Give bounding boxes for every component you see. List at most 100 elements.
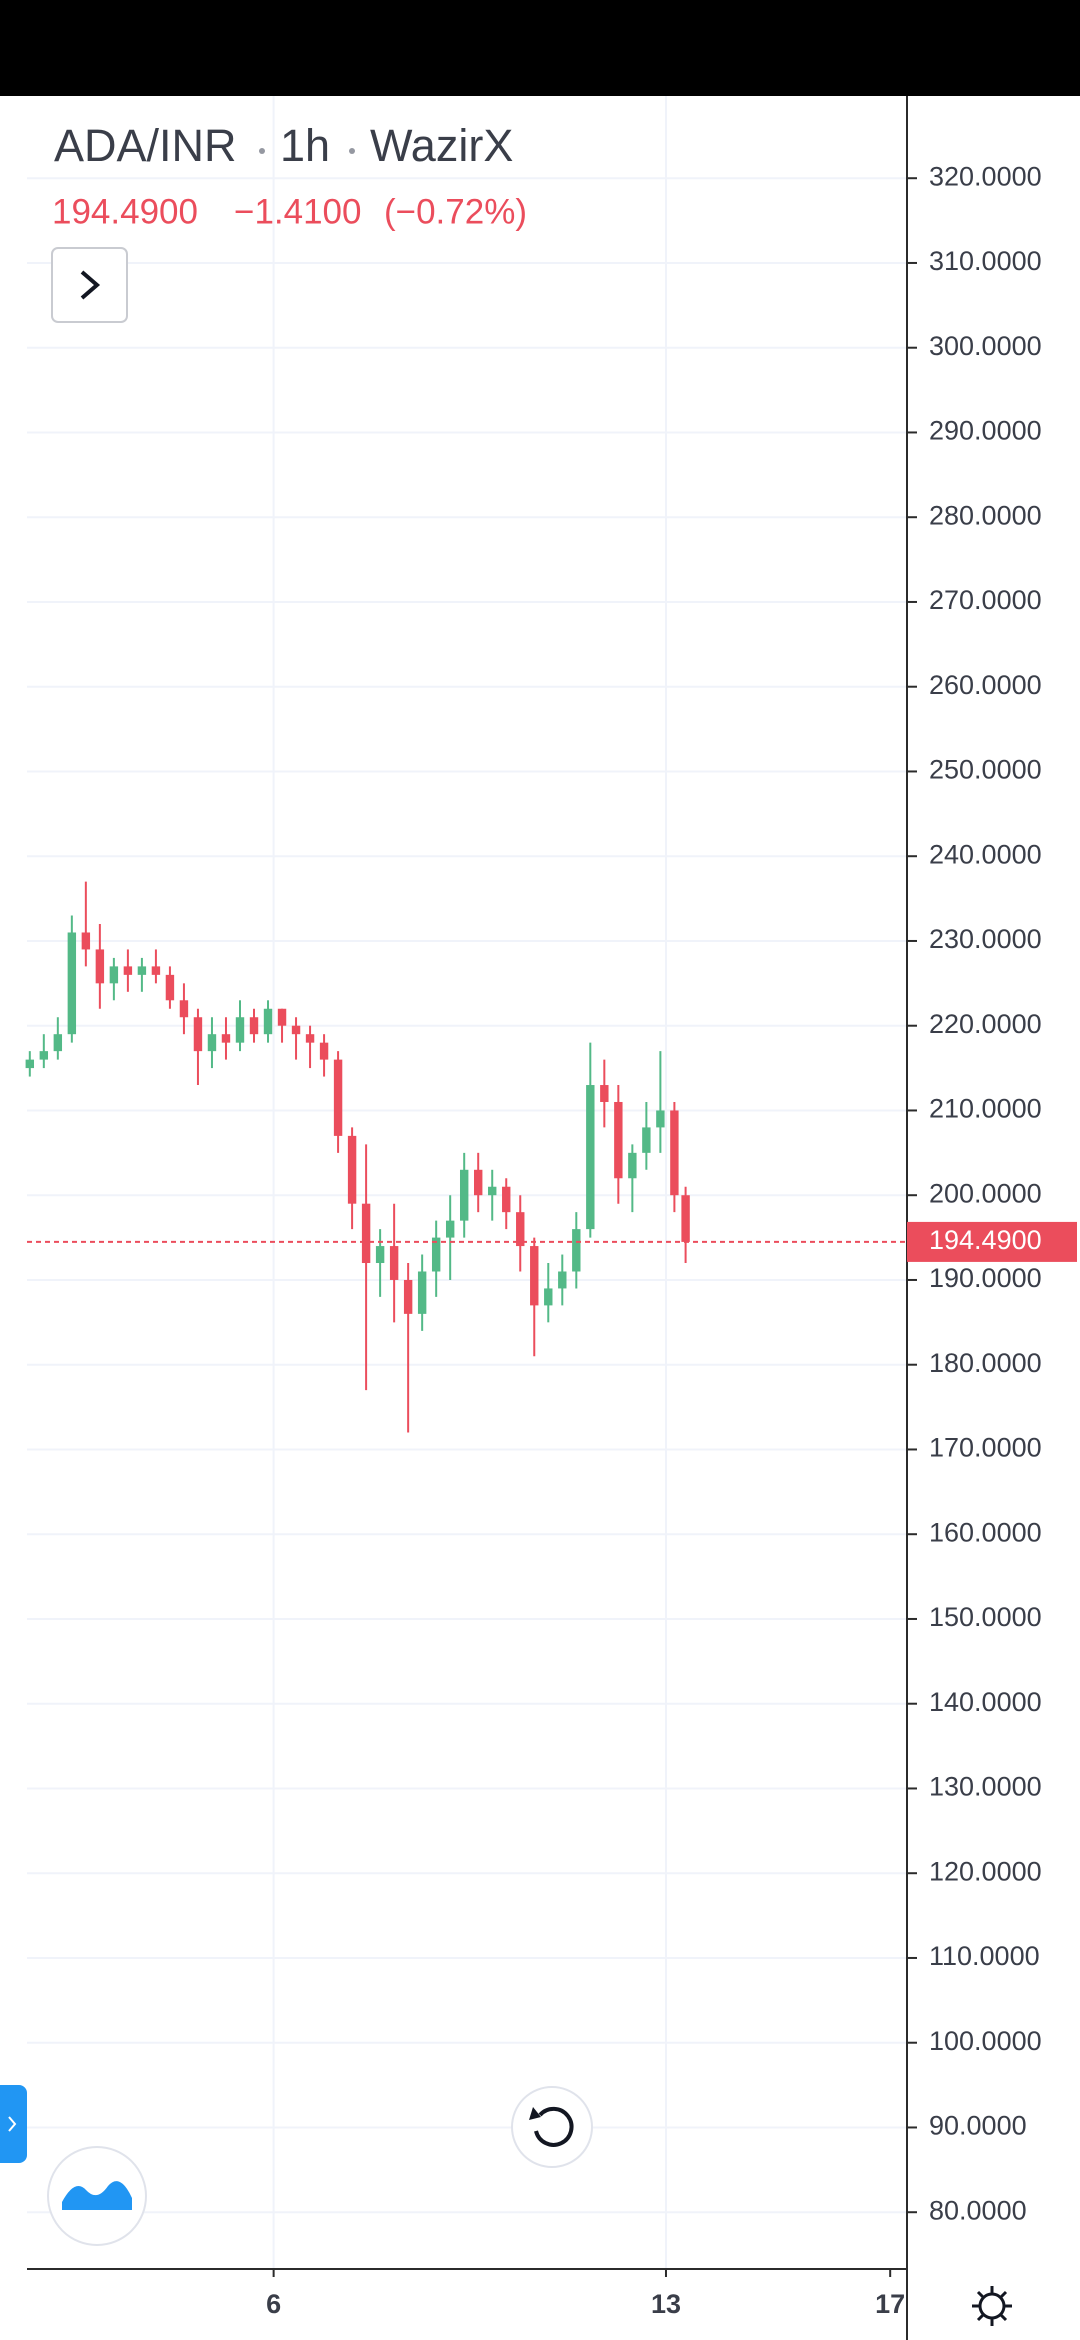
candle-body: [572, 1229, 581, 1272]
candle-body: [600, 1085, 609, 1102]
y-tick-label: 260.0000: [929, 670, 1042, 700]
settings-rays: [972, 2286, 1012, 2326]
y-tick-label: 170.0000: [929, 1433, 1042, 1463]
candle-body: [375, 1246, 385, 1264]
x-tick-label: 17: [875, 2289, 905, 2319]
candle-body: [319, 1042, 329, 1060]
candle-body: [249, 1017, 259, 1035]
x-tick-label: 13: [651, 2289, 681, 2319]
separator: [259, 148, 265, 154]
y-tick-label: 130.0000: [929, 1772, 1042, 1802]
y-tick-label: 100.0000: [929, 2026, 1042, 2056]
last-price-tag: [907, 1221, 1077, 1262]
y-tick-label: 270.0000: [929, 585, 1042, 615]
candle-body: [39, 1051, 49, 1060]
last-price: 194.4900: [52, 192, 198, 231]
candle-body: [165, 974, 175, 1001]
candle-body: [488, 1186, 497, 1196]
candle-body: [544, 1288, 553, 1306]
symbol: ADA/INR: [54, 120, 237, 171]
y-tick-label: 320.0000: [929, 161, 1042, 191]
price-change-pct: (−0.72%): [384, 192, 527, 231]
candle-body: [151, 966, 161, 975]
y-tick-label: 310.0000: [929, 246, 1042, 276]
logo-icon: [62, 2181, 132, 2210]
candle-body: [277, 1008, 287, 1026]
y-tick-label: 210.0000: [929, 1094, 1042, 1124]
chevron-icon: [80, 270, 101, 300]
candle-body: [502, 1186, 511, 1213]
y-tick-label: 160.0000: [929, 1517, 1042, 1547]
candle-body: [681, 1195, 690, 1242]
candle-body: [389, 1246, 399, 1280]
y-tick-label: 290.0000: [929, 416, 1042, 446]
y-tick-label: 180.0000: [929, 1348, 1042, 1378]
candle-body: [305, 1034, 315, 1043]
candle-body: [109, 966, 119, 984]
logo-button[interactable]: [47, 2146, 147, 2246]
candle-body: [474, 1169, 483, 1196]
candle-body: [417, 1271, 427, 1314]
candle-body: [558, 1271, 567, 1289]
candle-body: [263, 1008, 273, 1035]
candle-body: [403, 1279, 413, 1314]
candle-body: [137, 966, 147, 975]
candle-body: [431, 1237, 441, 1272]
candles: [25, 881, 907, 1433]
axes: 320.0000 310.0000 300.0000 290.0000 280.0000…: [266, 161, 1077, 2319]
settings-icon: [978, 2292, 1006, 2320]
reset-button[interactable]: [511, 2086, 593, 2168]
y-tick-label: 280.0000: [929, 500, 1042, 530]
candle-body: [221, 1034, 231, 1043]
y-tick-label: 190.0000: [929, 1263, 1042, 1293]
candle-body: [445, 1220, 455, 1238]
candle-body: [516, 1212, 525, 1247]
candle-body: [123, 966, 133, 975]
candle-body: [179, 1000, 189, 1018]
y-tick-label: 80.0000: [929, 2195, 1027, 2225]
side-tab[interactable]: [0, 2085, 27, 2163]
candle-body: [95, 949, 105, 984]
candle-body: [207, 1034, 217, 1052]
status-bar: [0, 0, 1080, 96]
candle-body: [291, 1025, 301, 1035]
candle-body: [347, 1135, 357, 1204]
settings-button[interactable]: [972, 2286, 1012, 2326]
exchange: WazirX: [370, 120, 513, 171]
y-tick-label: 200.0000: [929, 1178, 1042, 1208]
candle-body: [614, 1101, 623, 1179]
candle-body: [628, 1152, 637, 1179]
candle-body: [586, 1085, 595, 1230]
candle-body: [81, 932, 91, 950]
candle-body: [642, 1127, 651, 1153]
candle-body: [333, 1059, 343, 1136]
candle-body: [235, 1017, 245, 1043]
y-tick-label: 250.0000: [929, 755, 1042, 785]
interval: 1h: [280, 120, 330, 171]
candle-body: [459, 1169, 469, 1221]
expand-legend-button[interactable]: [51, 247, 128, 323]
price-change: −1.4100: [234, 192, 362, 231]
y-tick-label: 220.0000: [929, 1009, 1042, 1039]
y-tick-label: 240.0000: [929, 839, 1042, 869]
y-tick-label: 90.0000: [929, 2111, 1027, 2141]
candle-body: [193, 1017, 203, 1052]
y-tick-label: 120.0000: [929, 1856, 1042, 1886]
x-tick-label: 6: [266, 2289, 281, 2319]
candle-body: [530, 1246, 539, 1306]
candle-body: [361, 1203, 371, 1264]
candle-body: [670, 1110, 679, 1196]
candle-body: [25, 1059, 35, 1069]
reset-icon: [534, 2106, 574, 2147]
candle-body: [656, 1110, 665, 1128]
tab-shape: [0, 2085, 27, 2163]
y-tick-label: 230.0000: [929, 924, 1042, 954]
last-price-tag-label: 194.4900: [929, 1225, 1042, 1255]
y-tick-label: 140.0000: [929, 1687, 1042, 1717]
tab-icon: [8, 2116, 17, 2132]
y-tick-label: 300.0000: [929, 331, 1042, 361]
candle-body: [53, 1034, 63, 1052]
y-tick-label: 150.0000: [929, 1602, 1042, 1632]
reset-circle: [511, 2086, 593, 2168]
